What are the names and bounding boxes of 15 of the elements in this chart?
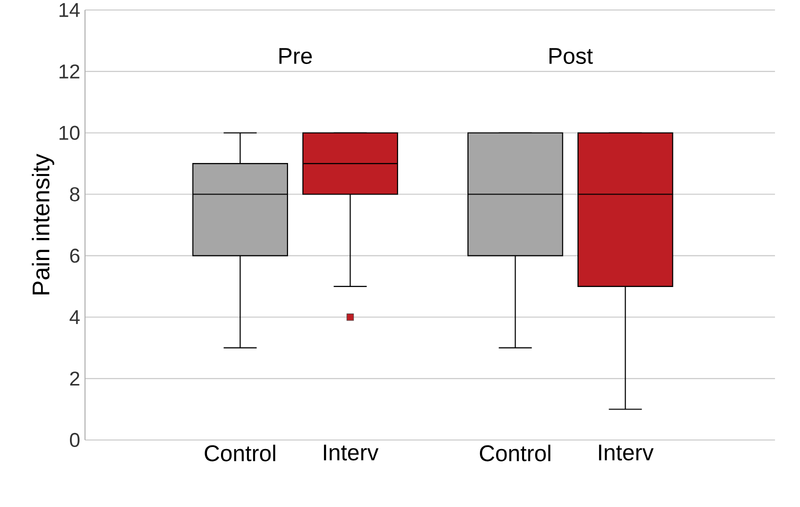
y-axis-title: Pain intensity [32, 154, 54, 294]
y-tick-label: 2 [70, 372, 80, 386]
y-tick-label: 8 [70, 187, 80, 202]
y-tick-label: 6 [70, 248, 80, 263]
y-tick-label: 14 [60, 3, 80, 17]
y-tick-label: 10 [60, 126, 80, 140]
x-tick-label: Control [480, 444, 550, 462]
x-tick-label: Interv [324, 444, 378, 461]
x-tick-label: Interv [599, 444, 654, 461]
x-tick-label: Control [204, 444, 276, 462]
annotation: Pre [279, 48, 312, 64]
y-tick-label: 12 [60, 64, 80, 78]
y-tick-label: 4 [70, 310, 80, 324]
annotation: Post [549, 48, 593, 64]
y-tick-label: 0 [70, 432, 80, 448]
